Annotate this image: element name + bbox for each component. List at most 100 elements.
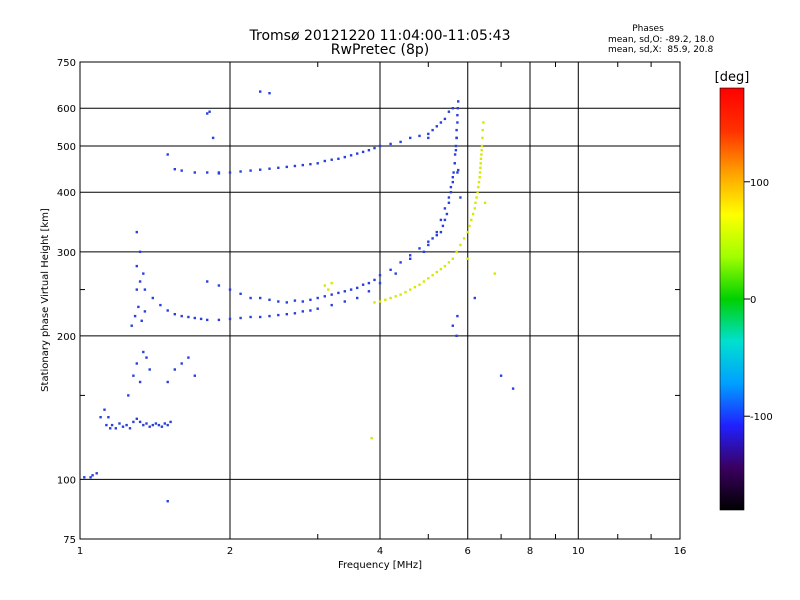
data-point: [259, 90, 262, 93]
data-point: [316, 296, 319, 300]
data-point: [422, 250, 426, 253]
data-point: [217, 284, 221, 287]
data-point: [91, 474, 94, 477]
data-point: [277, 166, 280, 169]
data-point: [427, 136, 430, 140]
data-point: [199, 317, 203, 321]
data-point: [309, 163, 312, 166]
x-tick-label: 6: [465, 546, 471, 557]
data-point: [479, 166, 482, 169]
data-point: [228, 317, 232, 321]
data-point: [435, 270, 438, 274]
data-point: [451, 176, 454, 179]
data-point: [409, 288, 412, 291]
data-point: [413, 285, 417, 289]
data-point: [166, 309, 169, 312]
data-point: [431, 128, 434, 132]
data-point: [378, 274, 382, 277]
data-point: [169, 420, 172, 424]
data-point: [268, 167, 271, 170]
data-point: [301, 300, 304, 303]
data-point: [121, 425, 125, 428]
data-point: [208, 110, 211, 113]
data-point: [343, 290, 346, 293]
y-axis-label: Stationary phase Virtual Height [km]: [40, 208, 51, 392]
data-point: [239, 170, 242, 173]
data-point: [447, 110, 451, 113]
data-point: [159, 303, 162, 307]
data-point: [110, 423, 114, 427]
data-point: [343, 300, 346, 303]
data-point: [373, 301, 376, 304]
data-point: [451, 180, 454, 184]
colorbar-tick-label: -100: [750, 412, 773, 423]
data-point: [154, 422, 158, 425]
data-point: [456, 107, 459, 110]
data-point: [454, 144, 458, 148]
phases-header: Phases: [632, 24, 664, 34]
data-point: [478, 176, 481, 179]
data-point: [309, 309, 312, 312]
data-point: [418, 134, 421, 138]
data-point: [445, 212, 449, 216]
data-point: [160, 425, 164, 428]
data-point: [361, 283, 365, 286]
data-point: [135, 362, 138, 365]
data-point: [135, 264, 138, 268]
data-point: [148, 425, 151, 428]
data-points: [83, 90, 515, 503]
data-point: [95, 472, 98, 475]
data-point: [249, 296, 252, 300]
data-point: [173, 313, 176, 316]
y-tick-label: 400: [57, 188, 76, 199]
y-tick-label: 100: [57, 475, 76, 486]
data-point: [443, 218, 447, 222]
data-point: [137, 305, 140, 309]
y-tick-label: 75: [63, 535, 76, 546]
data-point: [480, 153, 483, 156]
data-point: [427, 240, 430, 243]
data-point: [193, 374, 196, 377]
data-point: [479, 162, 482, 165]
data-point: [293, 299, 297, 302]
data-point: [394, 295, 397, 298]
colorbar-tick-label: 0: [750, 295, 756, 306]
data-point: [378, 281, 382, 285]
data-point: [457, 100, 460, 103]
x-axis-label: Frequency [MHz]: [338, 560, 422, 571]
data-point: [206, 318, 209, 322]
data-point: [259, 168, 262, 171]
data-point: [330, 303, 333, 307]
data-point: [83, 476, 86, 479]
data-point: [439, 218, 443, 222]
data-point: [456, 171, 459, 174]
data-point: [138, 250, 142, 253]
phases-o-mode: mean, sd,O: -89.2, 18.0: [608, 35, 715, 45]
data-point: [166, 153, 169, 156]
data-point: [373, 278, 376, 282]
data-point: [474, 201, 477, 204]
data-point: [166, 380, 169, 384]
data-point: [217, 171, 221, 174]
data-point: [435, 125, 438, 128]
data-point: [468, 224, 471, 228]
data-point: [187, 356, 190, 359]
x-tick-label: 16: [674, 546, 687, 557]
data-point: [470, 218, 473, 222]
data-point: [166, 423, 169, 427]
data-point: [349, 288, 353, 291]
data-point: [180, 169, 183, 172]
data-point: [135, 417, 138, 420]
data-point: [327, 288, 330, 291]
colorbar: [719, 87, 745, 511]
data-point: [107, 416, 110, 419]
data-point: [142, 272, 145, 275]
y-axis-ticks: 75 100 200 300 400 500 600 750: [57, 58, 680, 546]
data-point: [138, 420, 142, 424]
data-point: [452, 171, 455, 174]
data-point: [180, 362, 183, 365]
data-point: [481, 136, 484, 140]
data-point: [89, 476, 92, 479]
data-point: [142, 350, 145, 354]
